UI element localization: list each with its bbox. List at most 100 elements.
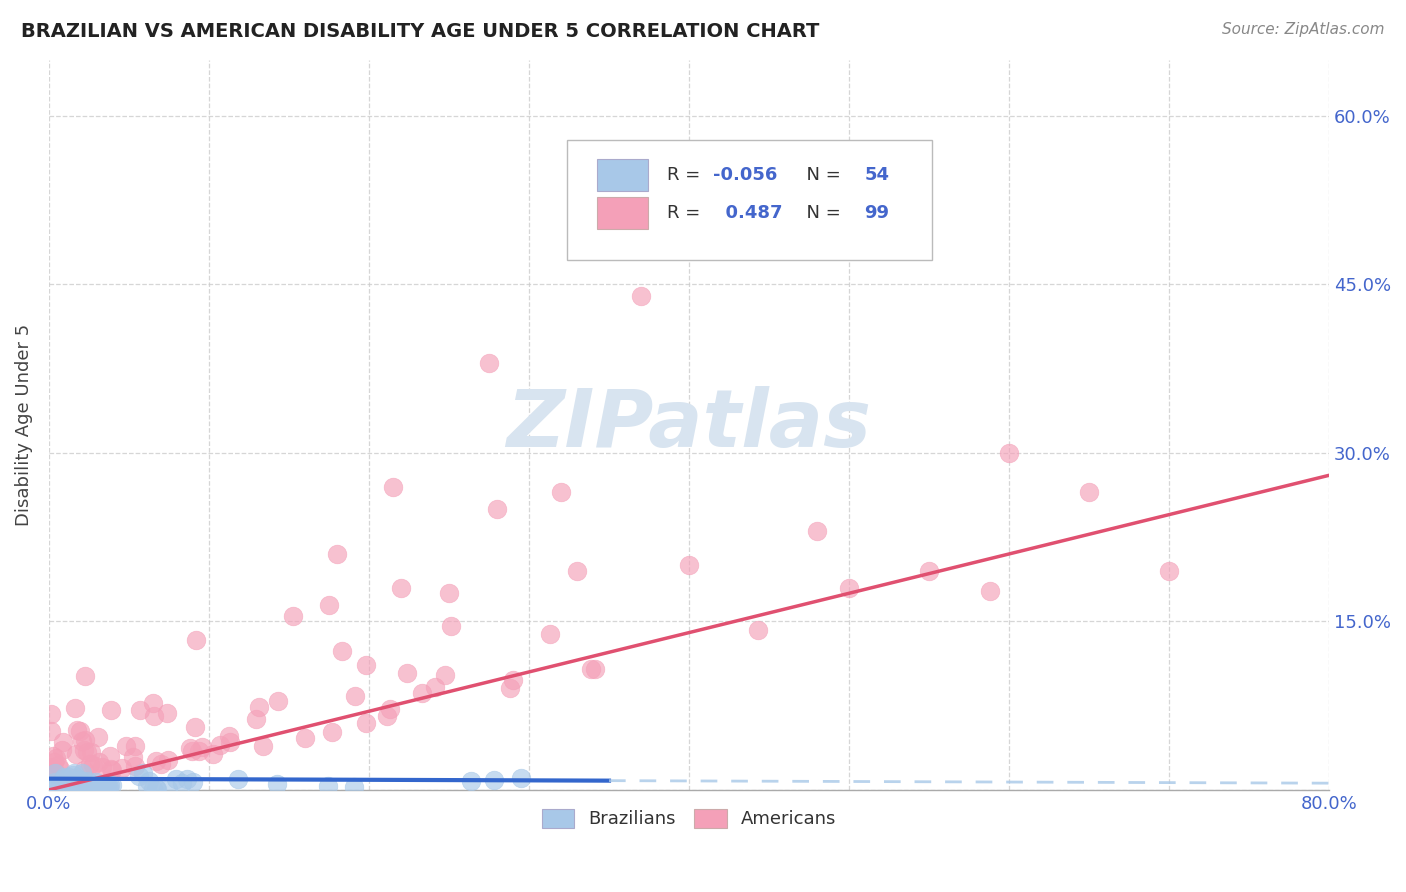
Point	[129, 702, 152, 716]
Y-axis label: Disability Age Under 5: Disability Age Under 5	[15, 324, 32, 526]
Text: 54: 54	[865, 166, 890, 184]
Point	[73, 775, 96, 789]
Point	[630, 288, 652, 302]
Point	[191, 740, 214, 755]
Point	[100, 778, 122, 792]
Point	[115, 739, 138, 754]
Point	[45, 750, 67, 764]
Point	[70, 766, 93, 780]
Point	[725, 221, 748, 235]
Point	[42, 755, 65, 769]
Point	[149, 756, 172, 771]
Point	[343, 780, 366, 794]
Point	[128, 769, 150, 783]
Point	[266, 777, 288, 791]
Point	[183, 775, 205, 789]
Point	[411, 686, 433, 700]
Point	[98, 749, 121, 764]
Point	[39, 706, 62, 721]
Point	[100, 762, 122, 776]
Text: 99: 99	[865, 204, 890, 222]
Text: -0.056: -0.056	[713, 166, 778, 184]
Point	[39, 760, 62, 774]
Point	[484, 773, 506, 788]
Point	[354, 715, 377, 730]
Point	[245, 712, 267, 726]
Point	[44, 765, 66, 780]
Point	[79, 757, 101, 772]
Point	[218, 729, 240, 743]
Point	[344, 689, 367, 703]
Point	[321, 724, 343, 739]
Point	[294, 731, 316, 745]
Point	[142, 781, 165, 796]
Point	[247, 700, 270, 714]
Point	[252, 739, 274, 753]
Point	[156, 706, 179, 720]
Point	[42, 748, 65, 763]
FancyBboxPatch shape	[568, 140, 932, 260]
Point	[478, 356, 501, 370]
Point	[82, 758, 104, 772]
Point	[58, 770, 80, 784]
Point	[62, 779, 84, 793]
Point	[66, 723, 89, 737]
Point	[72, 734, 94, 748]
Point	[84, 774, 107, 789]
Point	[86, 780, 108, 794]
Point	[218, 735, 240, 749]
Point	[540, 626, 562, 640]
Point	[550, 485, 572, 500]
Point	[145, 754, 167, 768]
Text: N =: N =	[796, 204, 846, 222]
Point	[485, 502, 508, 516]
Point	[76, 745, 98, 759]
Point	[65, 747, 87, 761]
Point	[209, 738, 232, 752]
Point	[44, 780, 66, 794]
Text: N =: N =	[796, 166, 846, 184]
Point	[176, 772, 198, 786]
Point	[330, 644, 353, 658]
Point	[63, 766, 86, 780]
Point	[49, 763, 72, 777]
Point	[91, 759, 114, 773]
Point	[316, 779, 339, 793]
Point	[267, 694, 290, 708]
Point	[96, 779, 118, 793]
Point	[86, 730, 108, 744]
Point	[73, 780, 96, 794]
Point	[510, 772, 533, 786]
Point	[44, 775, 66, 789]
Point	[838, 581, 860, 595]
Point	[382, 479, 405, 493]
Point	[65, 700, 87, 714]
Point	[73, 732, 96, 747]
Point	[460, 774, 482, 789]
Point	[747, 623, 769, 637]
Point	[53, 781, 76, 796]
Point	[998, 446, 1021, 460]
Text: 0.487: 0.487	[713, 204, 783, 222]
Point	[90, 781, 112, 796]
Point	[425, 681, 447, 695]
Point	[437, 586, 460, 600]
Point	[156, 781, 179, 796]
Point	[48, 780, 70, 795]
Point	[69, 772, 91, 787]
Text: R =: R =	[668, 166, 706, 184]
Point	[72, 764, 94, 778]
Point	[62, 768, 84, 782]
Point	[377, 708, 399, 723]
Point	[184, 720, 207, 734]
Point	[67, 781, 90, 796]
Point	[281, 608, 304, 623]
Point	[498, 681, 520, 695]
FancyBboxPatch shape	[596, 159, 648, 191]
Point	[157, 753, 180, 767]
Point	[89, 781, 111, 796]
Point	[979, 584, 1001, 599]
Point	[97, 780, 120, 795]
Point	[433, 668, 456, 682]
Point	[440, 619, 463, 633]
